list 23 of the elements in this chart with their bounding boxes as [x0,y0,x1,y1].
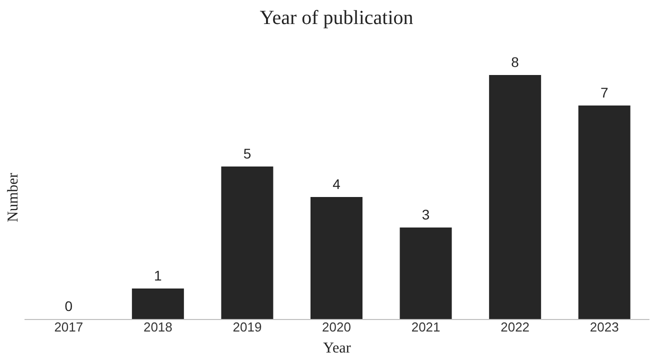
x-tick-label: 2019 [232,320,262,334]
data-label: 5 [243,146,252,162]
bar [489,75,542,319]
x-tick-label: 2022 [500,320,530,334]
x-tick-label: 2021 [411,320,440,334]
chart-title: Year of publication [260,7,414,29]
data-label: 8 [511,54,520,70]
x-axis-title: Year [323,340,351,356]
bar [310,197,362,319]
bar [132,288,184,319]
data-label: 7 [600,84,608,100]
data-label: 0 [64,298,73,314]
data-label: 4 [332,176,341,192]
x-tick-label: 2018 [143,320,172,334]
x-tick-label: 2023 [590,320,619,334]
bar [400,228,452,319]
y-axis-title: Number [6,172,22,222]
data-label: 1 [154,268,162,284]
data-label: 3 [422,206,430,222]
x-tick-label: 2020 [322,320,351,334]
bar [578,106,630,319]
x-tick-label: 2017 [54,320,84,334]
bar [221,166,274,319]
